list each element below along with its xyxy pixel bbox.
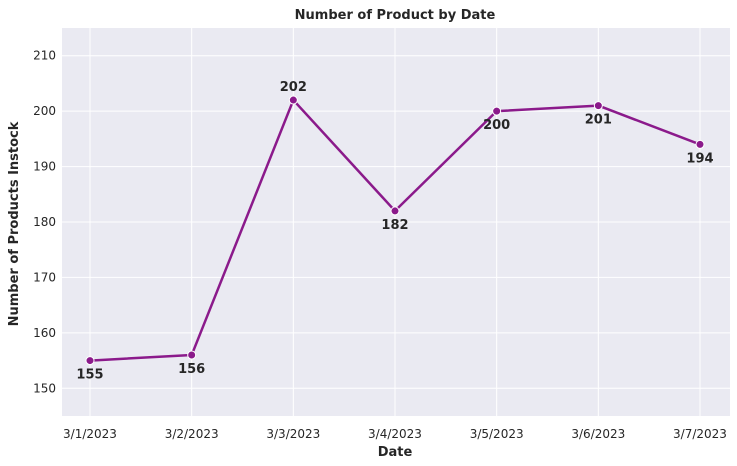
y-tick-label: 210 [33,49,56,63]
data-label: 200 [483,118,510,133]
data-label: 182 [381,218,408,233]
data-point [390,206,400,216]
data-label: 202 [280,80,307,95]
x-tick-label: 3/1/2023 [63,427,117,441]
data-label: 155 [76,368,103,383]
y-tick-label: 190 [33,160,56,174]
x-tick-label: 3/7/2023 [673,427,727,441]
y-axis-label: Number of Products Instock [7,121,22,326]
y-axis-ticks: 150 160 170 180 190 200 210 [33,49,56,396]
grid [62,28,730,416]
data-label: 201 [585,113,612,128]
data-labels: 155 156 202 182 200 201 194 [76,80,713,383]
y-tick-label: 200 [33,104,56,118]
data-point [187,350,197,360]
x-tick-label: 3/4/2023 [368,427,422,441]
y-tick-label: 150 [33,381,56,395]
chart-title: Number of Product by Date [295,8,496,23]
data-label: 156 [178,362,205,377]
data-points [85,95,705,366]
y-tick-label: 160 [33,326,56,340]
x-tick-label: 3/5/2023 [470,427,524,441]
x-axis-label: Date [378,445,413,460]
y-tick-label: 180 [33,215,56,229]
y-tick-label: 170 [33,270,56,284]
data-point [593,101,603,111]
data-point [85,356,95,366]
data-point [695,139,705,149]
x-axis-ticks: 3/1/2023 3/2/2023 3/3/2023 3/4/2023 3/5/2023… [63,427,727,441]
data-label: 194 [686,151,713,166]
x-tick-label: 3/3/2023 [266,427,320,441]
x-tick-label: 3/2/2023 [165,427,219,441]
data-point [288,95,298,105]
x-tick-label: 3/6/2023 [571,427,625,441]
data-point [492,106,502,116]
